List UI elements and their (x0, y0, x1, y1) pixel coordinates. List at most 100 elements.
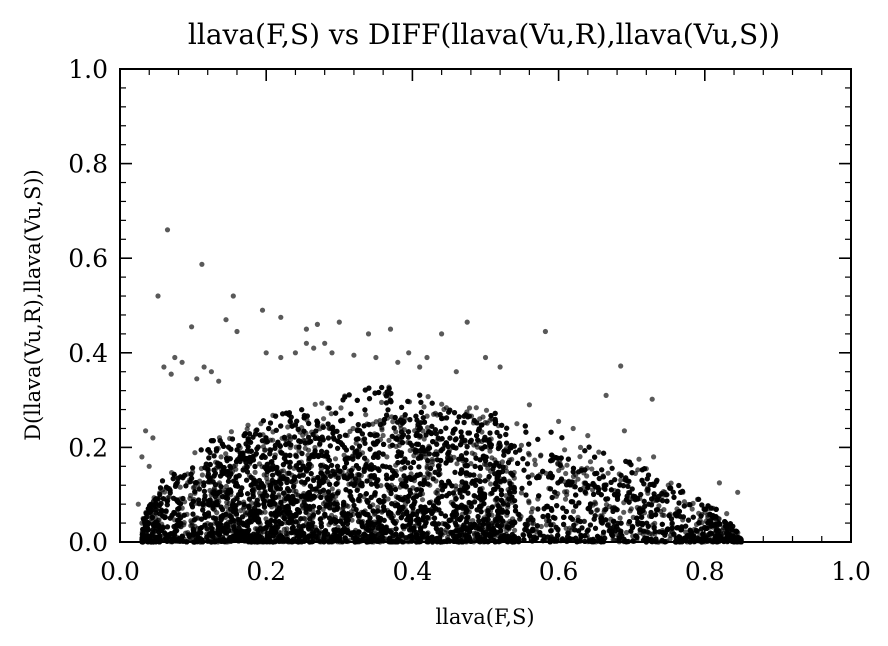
data-point (618, 477, 624, 483)
data-point (562, 447, 568, 453)
data-point (587, 459, 594, 465)
data-point (526, 452, 532, 458)
data-point (477, 473, 483, 479)
data-point (390, 419, 396, 425)
data-point (347, 428, 353, 434)
data-point (471, 442, 477, 448)
data-point (345, 503, 351, 509)
data-point (532, 461, 538, 468)
data-point (581, 518, 588, 525)
data-point (442, 530, 448, 536)
data-point (306, 447, 312, 453)
data-point (353, 440, 359, 446)
data-point (245, 422, 251, 428)
data-point (379, 427, 385, 433)
data-point (189, 522, 195, 528)
data-point (564, 489, 570, 495)
data-point (223, 451, 229, 457)
data-point (562, 496, 569, 502)
data-point (647, 531, 653, 537)
data-point (553, 493, 560, 499)
data-point (526, 500, 532, 506)
data-point (656, 503, 662, 509)
data-point (386, 437, 392, 443)
data-point (262, 509, 268, 515)
data-point (538, 523, 544, 530)
data-point (223, 483, 229, 489)
data-point (341, 452, 347, 458)
data-point (529, 506, 536, 512)
data-point (262, 447, 268, 453)
data-point (199, 472, 205, 478)
data-point (477, 416, 483, 422)
data-point (514, 421, 520, 427)
data-point (511, 527, 518, 533)
data-point (454, 461, 460, 467)
data-point (349, 517, 355, 523)
data-point (375, 504, 381, 510)
data-point (188, 492, 194, 499)
data-point (319, 400, 325, 406)
data-point (329, 486, 335, 492)
data-point (287, 434, 293, 440)
data-point (332, 456, 339, 462)
data-point (563, 470, 569, 477)
data-point (689, 506, 695, 512)
data-point (518, 490, 525, 496)
data-point (605, 470, 611, 476)
data-point (281, 526, 287, 532)
data-point (228, 429, 234, 435)
data-point (302, 516, 308, 522)
data-point (425, 425, 431, 431)
data-point (293, 488, 299, 494)
data-point (429, 458, 436, 464)
data-point (518, 442, 525, 448)
data-point (425, 471, 432, 477)
data-point (575, 476, 581, 482)
data-point (407, 447, 413, 454)
data-point (338, 405, 344, 411)
data-point (488, 481, 494, 487)
data-point (594, 507, 600, 513)
data-point (621, 509, 627, 515)
data-point (564, 462, 570, 468)
data-point (285, 424, 291, 430)
chart-title: llava(F,S) vs DIFF(llava(Vu,R),llava(Vu,… (188, 18, 780, 51)
data-point (435, 487, 441, 493)
data-point (280, 468, 286, 474)
data-point (563, 525, 569, 531)
data-point (570, 508, 577, 514)
data-point (214, 509, 220, 516)
data-point (384, 454, 390, 460)
data-point (487, 448, 493, 454)
data-point (373, 419, 379, 425)
data-point (483, 407, 490, 413)
data-point (584, 473, 590, 479)
data-point (398, 477, 404, 483)
data-point (216, 480, 223, 486)
data-point (363, 412, 369, 418)
data-point (603, 502, 610, 508)
data-point (421, 404, 427, 410)
data-point (328, 411, 334, 417)
data-point (652, 520, 658, 527)
data-point (538, 452, 544, 458)
data-point (681, 499, 688, 505)
data-point (419, 497, 426, 503)
data-point (543, 522, 550, 528)
data-point (487, 417, 493, 423)
data-point (379, 399, 385, 405)
data-point (270, 437, 276, 443)
data-point (312, 401, 318, 407)
data-point (589, 466, 595, 472)
data-point (421, 436, 427, 442)
data-point (628, 506, 634, 512)
data-point (192, 484, 198, 490)
data-point (509, 456, 515, 462)
data-point (623, 529, 630, 536)
data-point (577, 454, 583, 460)
data-point (177, 484, 183, 490)
data-point (218, 454, 224, 460)
data-point (593, 501, 599, 507)
data-point (532, 457, 538, 463)
